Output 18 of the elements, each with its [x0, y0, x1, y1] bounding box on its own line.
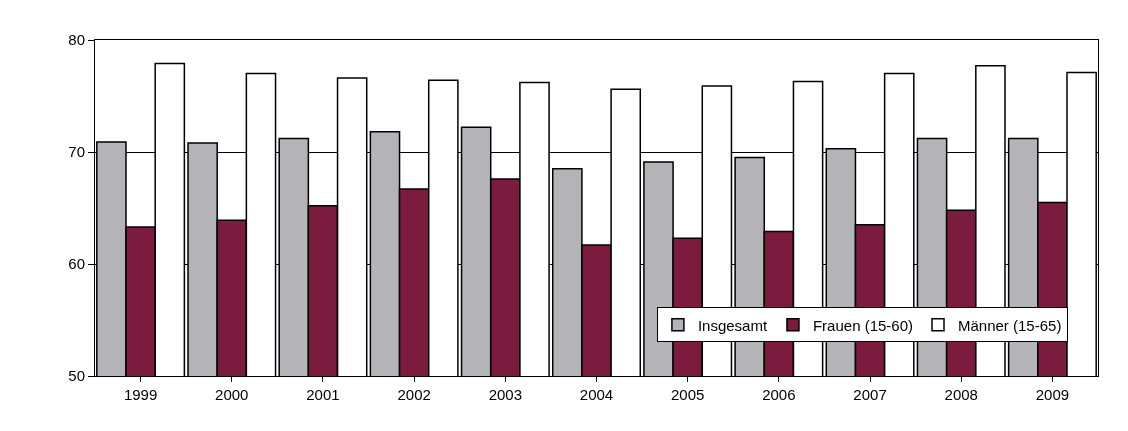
x-tick-label: 2009	[1035, 386, 1070, 403]
x-tick-label: 2007	[853, 386, 887, 403]
legend-label: Insgesamt	[697, 316, 768, 334]
legend-label: Männer (15-65)	[958, 316, 1062, 334]
y-tick-label: 50	[68, 367, 85, 385]
y-tick-label: 60	[68, 255, 85, 273]
x-tick-label: 2005	[670, 386, 705, 403]
y-tick-label: 70	[68, 143, 85, 161]
y-tick-label: 80	[68, 31, 85, 49]
x-tick-label: 2002	[397, 386, 431, 403]
x-tick-label: 2003	[488, 386, 523, 403]
legend-label: Frauen (15-60)	[812, 316, 913, 334]
x-tick-label: 2006	[762, 386, 796, 403]
x-tick-label: 2004	[579, 386, 614, 403]
x-tick-label: 2000	[215, 386, 249, 403]
x-tick-label: 2008	[944, 386, 978, 403]
x-tick-label: 1999	[123, 386, 158, 403]
x-tick-label: 2001	[306, 386, 340, 403]
